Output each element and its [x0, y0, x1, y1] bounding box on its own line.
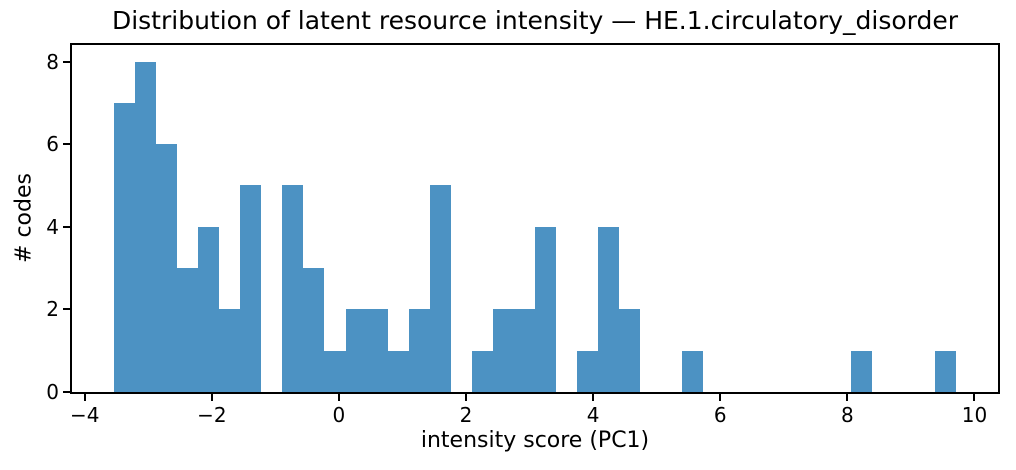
histogram-bar	[619, 309, 641, 392]
x-tick-mark	[465, 394, 468, 401]
y-axis-label: # codes	[11, 173, 37, 263]
y-tick-label: 8	[46, 49, 59, 74]
histogram-bar	[177, 268, 199, 392]
plot-area	[70, 43, 1000, 394]
x-tick-mark	[973, 394, 976, 401]
histogram-bar	[303, 268, 325, 392]
x-tick-mark	[83, 394, 86, 401]
x-tick-label: 6	[713, 403, 727, 427]
histogram-bar	[113, 102, 135, 392]
histogram-bar	[513, 309, 535, 392]
y-tick-label: 0	[46, 380, 59, 404]
x-tick-mark	[846, 394, 849, 401]
y-tick-label: 2	[46, 297, 59, 322]
histogram-bar	[219, 309, 241, 392]
histogram-bar	[240, 185, 262, 392]
histogram-bar	[156, 144, 178, 392]
histogram-bar	[471, 350, 493, 392]
histogram-bar	[134, 61, 157, 392]
histogram-bar	[492, 309, 514, 392]
histogram-bar	[324, 350, 346, 392]
histogram-bar	[535, 226, 557, 392]
x-axis-label: intensity score (PC1)	[420, 428, 650, 453]
x-tick-mark	[337, 394, 340, 401]
histogram-bar	[408, 309, 430, 392]
histogram-bar	[366, 309, 388, 392]
histogram-bar	[682, 350, 704, 392]
y-tick-label: 6	[46, 132, 59, 157]
y-tick-mark	[63, 391, 70, 393]
histogram-bar	[598, 226, 620, 392]
x-tick-label: 0	[332, 403, 346, 427]
y-tick-mark	[63, 60, 70, 63]
histogram-bar	[577, 350, 599, 392]
x-tick-label: 8	[840, 403, 854, 427]
histogram-bar	[282, 185, 304, 392]
chart-title: Distribution of latent resource intensit…	[111, 6, 959, 35]
x-tick-label: −2	[197, 403, 227, 427]
histogram-bar	[935, 350, 957, 392]
x-tick-label: 2	[459, 403, 473, 427]
x-tick-mark	[210, 394, 213, 401]
histogram-bar	[850, 350, 872, 392]
histogram-bar	[387, 350, 409, 392]
x-tick-label: 4	[586, 403, 600, 427]
x-tick-label: −4	[69, 403, 100, 427]
histogram-bar	[429, 185, 451, 392]
histogram-bar	[345, 309, 367, 392]
y-tick-mark	[63, 308, 70, 311]
x-tick-mark	[592, 394, 595, 401]
x-tick-label: 10	[961, 403, 988, 427]
x-tick-mark	[719, 394, 722, 401]
y-tick-mark	[63, 143, 70, 146]
y-tick-label: 4	[46, 214, 59, 239]
y-tick-mark	[63, 225, 70, 228]
histogram-bar	[198, 226, 220, 392]
